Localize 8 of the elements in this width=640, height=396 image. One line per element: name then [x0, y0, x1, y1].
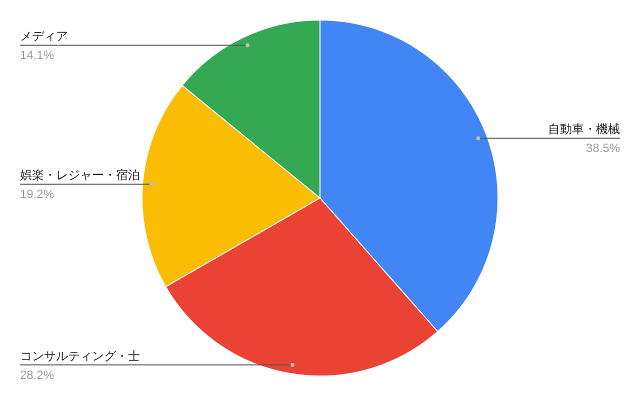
- data-label: 38.5%: [586, 141, 620, 156]
- slice-label: メディア: [20, 29, 68, 44]
- data-label: 19.2%: [20, 187, 54, 202]
- data-label: 28.2%: [20, 368, 54, 382]
- slice-label: コンサルティング・士: [20, 348, 140, 363]
- slice-label: 自動車・機械: [548, 122, 620, 136]
- data-label: 14.1%: [20, 48, 54, 62]
- slice-label: 娯楽・レジャー・宿泊: [20, 168, 140, 182]
